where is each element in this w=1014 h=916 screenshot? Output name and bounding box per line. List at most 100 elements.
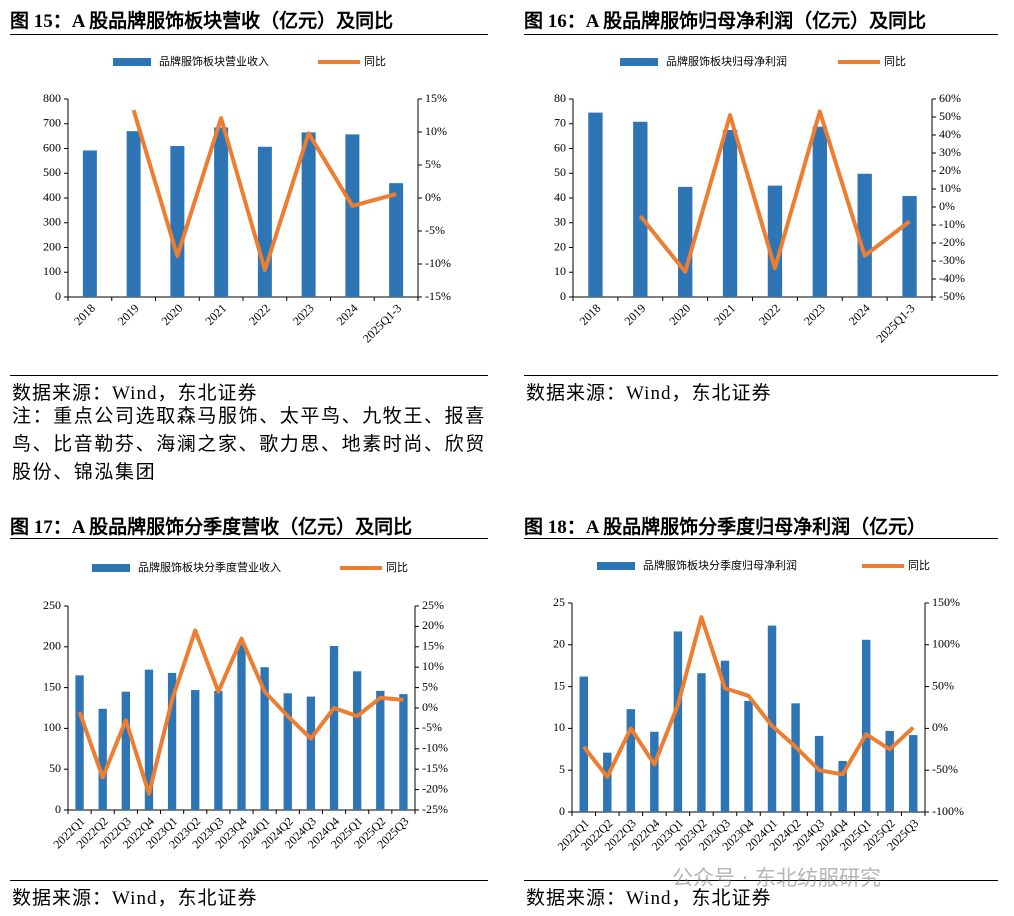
y2-tick-label: 10% [939,181,961,195]
x-tick-label: 2021 [711,301,738,328]
bar [603,752,612,812]
y2-tick-label: -5% [422,720,442,734]
y2-tick-label: 5% [422,679,438,693]
bar [191,690,200,810]
y-tick-label: 300 [43,215,61,229]
y-tick-label: 0 [560,289,566,303]
legend-label: 品牌服饰板块归母净利润 [666,54,787,68]
y-tick-label: 50 [49,761,61,775]
y2-tick-label: 100% [932,637,960,651]
y2-tick-label: 0% [932,720,948,734]
y2-tick-label: -10% [425,256,451,270]
y-tick-label: 20 [554,239,566,253]
y-tick-label: 10 [553,720,565,734]
bar [857,173,872,297]
y-tick-label: 200 [43,239,61,253]
bar [673,631,683,812]
line [77,628,404,796]
bar [908,735,918,812]
x-tick-label: 2020 [666,301,693,328]
y-tick-label: 200 [43,639,61,653]
bar [167,672,177,810]
line [131,109,397,272]
y2-tick-label: 10% [422,659,444,673]
y2-tick-label: 25% [422,598,444,612]
x-tick-label: 2022 [756,301,783,328]
bar [306,696,316,810]
legend-label: 品牌服饰板块分季度归母净利润 [643,558,797,572]
bar [650,731,659,812]
bar [257,146,272,297]
y2-tick-label: 60% [939,91,961,105]
source: 数据来源：Wind，东北证券 [12,383,258,404]
x-tick-label: 2022 [246,301,273,328]
legend-label: 同比 [386,561,408,574]
bar [283,693,292,810]
bar [579,676,589,812]
y-tick-label: 70 [554,116,566,130]
bar [121,691,130,810]
x-tick-label: 2023 [290,301,317,328]
bar [399,694,408,810]
x-tick-label: 2019 [115,301,142,328]
y2-tick-label: -50% [932,762,958,776]
bar [82,150,97,297]
bar [389,183,404,297]
y-tick-label: 0 [559,804,565,818]
source: 数据来源：Wind，东北证券 [12,888,258,909]
rule [10,880,488,881]
legend-swatch [92,564,130,572]
bar [214,127,229,298]
y2-tick-label: 150% [932,595,960,609]
bar [678,186,693,297]
x-tick-label: 2018 [71,301,98,328]
bar [345,134,360,297]
y2-tick-label: -15% [422,761,448,775]
y2-tick-label: 10% [425,124,447,138]
legend-label: 同比 [908,559,930,572]
y-tick-label: 10 [554,264,566,278]
y-tick-label: 0 [55,289,61,303]
bar [767,625,777,812]
bar [838,761,847,812]
chart-title: 图 18：A 股品牌服饰分季度归母净利润（亿元） [524,517,927,538]
bar [376,690,385,810]
bar [633,121,648,298]
y2-tick-label: 50% [932,678,954,692]
bar [767,185,783,297]
bar [697,673,706,812]
bar [720,660,730,812]
bar [170,146,185,297]
chart-title: 图 17：A 股品牌服饰分季度营收（亿元）及同比 [10,517,413,538]
watermark: 公众号 · 东北纺服研究 [672,866,882,890]
bar [861,639,871,812]
y2-tick-label: -20% [939,235,965,249]
bar [144,669,154,810]
bar [588,112,603,297]
y-tick-label: 250 [43,598,61,612]
y2-tick-label: -25% [422,802,448,816]
y-tick-label: 700 [43,116,61,130]
y-tick-label: 40 [554,190,566,204]
y-tick-label: 100 [43,720,61,734]
y2-tick-label: -100% [932,804,964,818]
x-tick-label: 2025Q1-3 [873,301,917,345]
bar [237,644,246,810]
y2-tick-label: 20% [939,163,961,177]
x-tick-label: 2021 [202,301,229,328]
line [582,615,915,779]
y2-tick-label: -30% [939,253,965,267]
y2-tick-label: 50% [939,109,961,123]
rule [524,538,998,539]
y-tick-label: 600 [43,140,61,154]
y-tick-label: 800 [43,91,61,105]
source: 数据来源：Wind，东北证券 [526,888,772,909]
bar [791,703,800,812]
y2-tick-label: 20% [422,618,444,632]
legend-label: 品牌服饰板块分季度营业收入 [138,560,281,574]
bar [260,667,269,810]
bar [722,129,738,297]
x-tick-label: 2025Q1-3 [360,301,404,345]
